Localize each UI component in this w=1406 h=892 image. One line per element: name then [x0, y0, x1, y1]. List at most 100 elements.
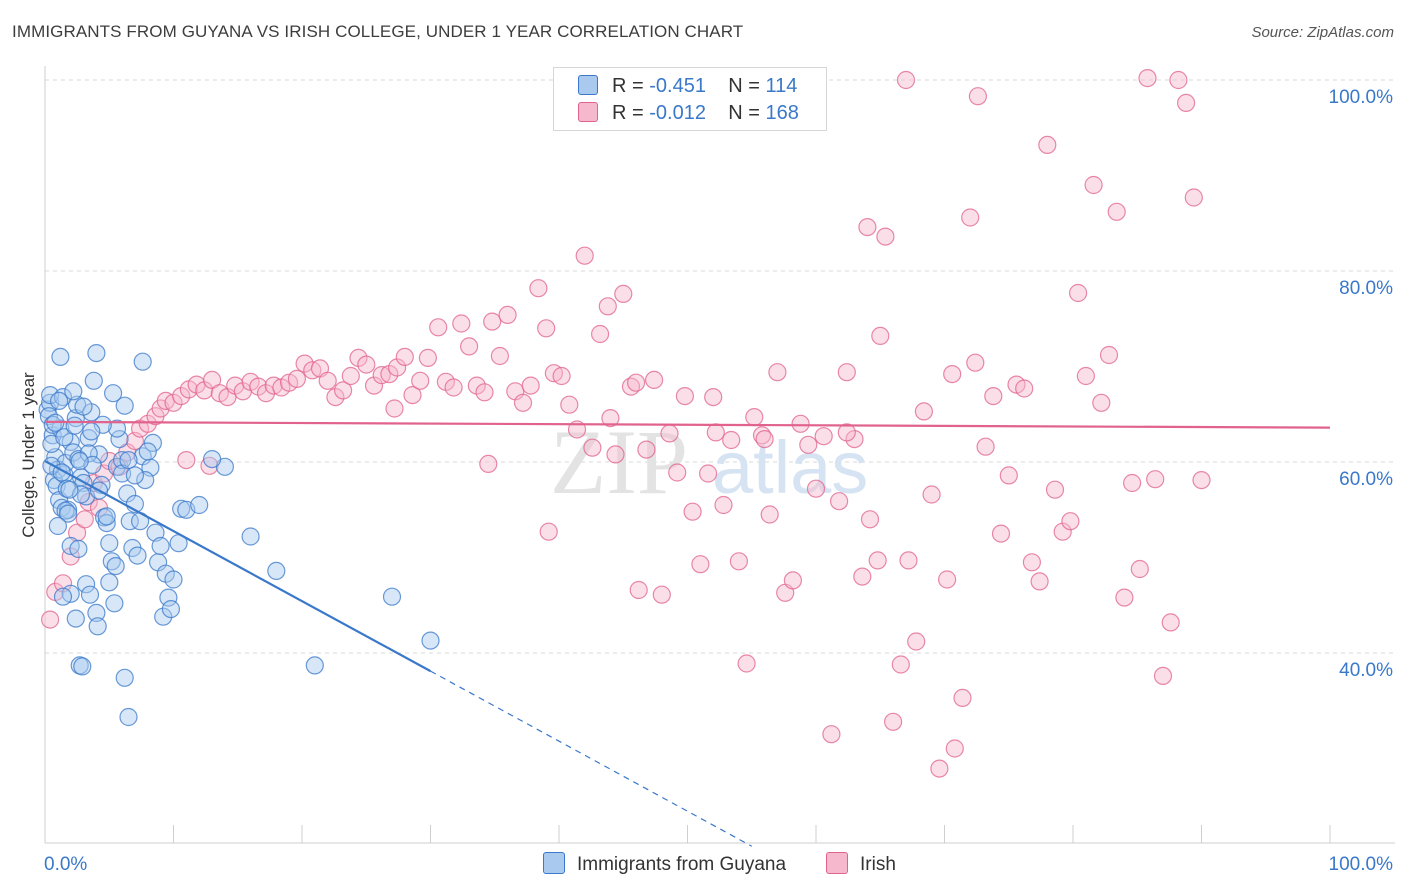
data-point-irish [403, 386, 422, 405]
data-point-guyana [51, 347, 70, 366]
data-point-irish [498, 305, 517, 324]
data-point-irish [806, 479, 826, 498]
data-point-irish [138, 414, 157, 433]
data-point-guyana [119, 707, 138, 727]
data-point-irish [953, 688, 972, 708]
data-point-guyana [143, 433, 162, 452]
x-tick-label-max: 100.0% [1329, 854, 1394, 875]
data-point-guyana [88, 617, 107, 636]
data-point-guyana [125, 466, 144, 485]
data-point-guyana [105, 594, 124, 613]
data-point-guyana [421, 631, 440, 650]
y-tick-label: 40.0% [1339, 660, 1393, 681]
data-point-guyana [70, 451, 89, 471]
data-point-irish [1161, 613, 1180, 632]
data-point-guyana [267, 561, 286, 581]
trend-line-guyana [44, 460, 432, 673]
data-point-irish [61, 547, 80, 566]
data-point-irish [891, 655, 910, 674]
data-point-irish [1076, 366, 1096, 386]
data-point-irish [483, 312, 502, 331]
legend-r-label: R = [612, 75, 644, 97]
data-point-irish [660, 424, 679, 443]
data-point-irish [868, 551, 887, 570]
data-point-irish [1038, 135, 1057, 154]
data-point-guyana [64, 382, 83, 401]
data-point-irish [961, 208, 980, 227]
data-point-irish [411, 371, 430, 390]
data-point-irish [601, 409, 620, 428]
x-tick-label-min: 0.0% [44, 854, 87, 875]
data-point-irish [899, 551, 918, 570]
data-point-irish [318, 371, 337, 390]
data-point-irish [629, 580, 648, 600]
data-point-irish [429, 318, 448, 337]
data-point-irish [714, 495, 733, 515]
data-point-guyana [74, 397, 93, 416]
data-point-guyana [66, 609, 85, 628]
data-point-guyana [100, 573, 119, 592]
data-point-irish [914, 402, 934, 421]
data-point-irish [1061, 512, 1080, 531]
bottom-legend-swatch-guyana [543, 852, 565, 874]
data-point-guyana [133, 352, 152, 371]
data-point-irish [783, 571, 803, 590]
data-point-irish [326, 388, 345, 407]
data-point-irish [745, 408, 764, 427]
data-point-irish [521, 376, 540, 395]
data-point-irish [460, 337, 479, 356]
data-point-irish [537, 319, 556, 338]
data-point-irish [829, 492, 849, 511]
legend-row-irish: R = -0.012 N = 168 [578, 102, 799, 126]
data-point-irish [814, 427, 833, 446]
y-tick-label: 100.0% [1329, 87, 1394, 108]
data-point-irish [922, 485, 941, 504]
bottom-legend-irish: Irish [826, 852, 896, 876]
data-point-irish [1115, 588, 1134, 607]
tick-label-layer: 40.0% 60.0% 80.0% 100.0% 0.0% 100.0% [44, 87, 1393, 875]
data-point-guyana [115, 668, 134, 687]
data-point-irish [1107, 202, 1126, 221]
axis-layer [44, 66, 1395, 844]
legend-r-value-guyana: -0.451 [649, 75, 706, 97]
data-point-irish [737, 654, 756, 673]
data-point-irish [860, 510, 880, 529]
data-point-guyana [53, 587, 73, 606]
data-point-irish [334, 381, 353, 400]
trend-line-irish [44, 420, 1331, 429]
data-point-guyana [48, 516, 68, 536]
data-point-guyana [56, 501, 75, 520]
data-point-irish [853, 567, 872, 586]
data-point-guyana [164, 570, 183, 589]
data-point-guyana [49, 391, 69, 410]
data-point-guyana [103, 384, 123, 403]
data-point-irish [1146, 470, 1165, 489]
data-point-irish [991, 524, 1011, 543]
data-point-guyana [106, 556, 125, 576]
data-point-irish [698, 464, 718, 483]
data-point-guyana [112, 451, 132, 470]
data-point-irish [760, 505, 779, 524]
data-point-irish [539, 522, 558, 541]
data-point-guyana [87, 603, 106, 623]
data-point-guyana [73, 657, 92, 676]
data-point-guyana [119, 451, 138, 470]
data-point-irish [575, 246, 594, 265]
data-point-irish [876, 227, 895, 246]
grid-layer [45, 79, 1395, 654]
data-point-irish [444, 378, 463, 397]
data-point-irish [1169, 70, 1188, 90]
data-point-irish [626, 373, 646, 392]
data-point-guyana [100, 534, 119, 553]
data-point-guyana [97, 513, 116, 533]
data-point-irish [644, 370, 664, 389]
data-point-guyana [80, 585, 100, 604]
data-point-irish [357, 355, 376, 374]
data-point-irish [1045, 480, 1065, 499]
data-point-irish [984, 387, 1003, 406]
trend-line-guyana-extension [430, 670, 753, 847]
data-point-irish [1153, 666, 1173, 686]
data-point-irish [637, 440, 656, 459]
data-point-guyana [67, 395, 87, 414]
